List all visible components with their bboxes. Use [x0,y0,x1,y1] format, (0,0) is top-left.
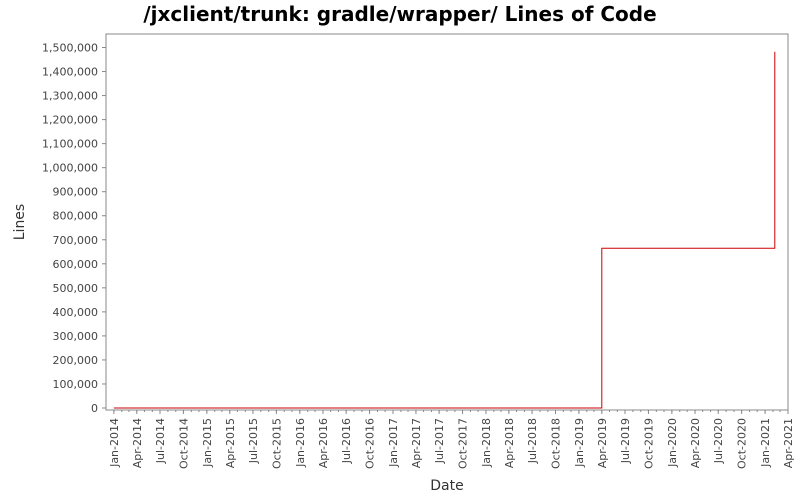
plot-area [105,33,789,411]
x-tick-label: Oct-2019 [642,418,655,469]
y-tick-label: 700,000 [53,234,99,247]
x-tick-label: Oct-2015 [270,418,283,469]
x-axis: Jan-2014 Apr-2014 Jul-2014 Oct-2014 Jan-2015… [108,410,795,469]
y-tick-label: 1,300,000 [42,90,98,103]
y-tick-label: 0 [91,402,98,415]
x-tick-label: Jan-2016 [294,418,307,468]
x-tick-label: Jul-2015 [247,418,260,464]
x-tick-label: Apr-2019 [596,418,609,468]
y-tick-label: 100,000 [53,378,99,391]
x-tick-label: Jan-2021 [759,418,772,468]
y-tick-label: 500,000 [53,282,99,295]
x-tick-label: Jul-2020 [712,418,725,464]
x-tick-label: Jul-2014 [154,418,167,464]
x-tick-label: Jan-2015 [201,418,214,468]
y-tick-label: 600,000 [53,258,99,271]
x-tick-label: Oct-2017 [457,418,470,469]
x-tick-label: Apr-2014 [131,418,144,468]
x-tick-label: Jan-2019 [573,418,586,468]
x-tick-label: Apr-2015 [224,418,237,468]
y-tick-label: 800,000 [53,210,99,223]
y-axis-label: Lines [12,204,28,240]
y-tick-label: 900,000 [53,186,99,199]
x-axis-label: Date [430,478,463,494]
y-tick-label: 1,400,000 [42,66,98,79]
x-tick-label: Oct-2018 [549,418,562,469]
x-tick-label: Jan-2017 [387,418,400,468]
x-tick-label: Jul-2018 [526,418,539,464]
y-tick-label: 1,000,000 [42,162,98,175]
series-layer [113,51,776,409]
y-tick-label: 1,200,000 [42,114,98,127]
x-tick-label: Jan-2018 [480,418,493,468]
y-tick-label: 1,100,000 [42,138,98,151]
y-tick-label: 300,000 [53,330,99,343]
x-tick-label: Jan-2014 [108,418,121,468]
x-tick-label: Jan-2020 [666,418,679,468]
x-tick-label: Jul-2017 [433,418,446,464]
x-tick-label: Apr-2018 [503,418,516,468]
x-tick-label: Oct-2016 [364,418,377,469]
series-line [113,51,776,409]
x-tick-label: Oct-2020 [736,418,749,469]
chart-title: /jxclient/trunk: gradle/wrapper/ Lines o… [143,2,657,26]
x-tick-label: Oct-2014 [177,418,190,469]
y-tick-label: 400,000 [53,306,99,319]
x-tick-label: Apr-2017 [410,418,423,468]
y-tick-label: 200,000 [53,354,99,367]
x-tick-label: Apr-2020 [689,418,702,468]
x-tick-label: Apr-2021 [782,418,795,468]
y-tick-label: 1,500,000 [42,42,98,55]
x-tick-label: Jul-2019 [619,418,632,464]
x-tick-label: Apr-2016 [317,418,330,468]
y-axis: 0 100,000 200,000 300,000 400,000 500,000 600,… [42,42,106,415]
x-tick-label: Jul-2016 [340,418,353,464]
